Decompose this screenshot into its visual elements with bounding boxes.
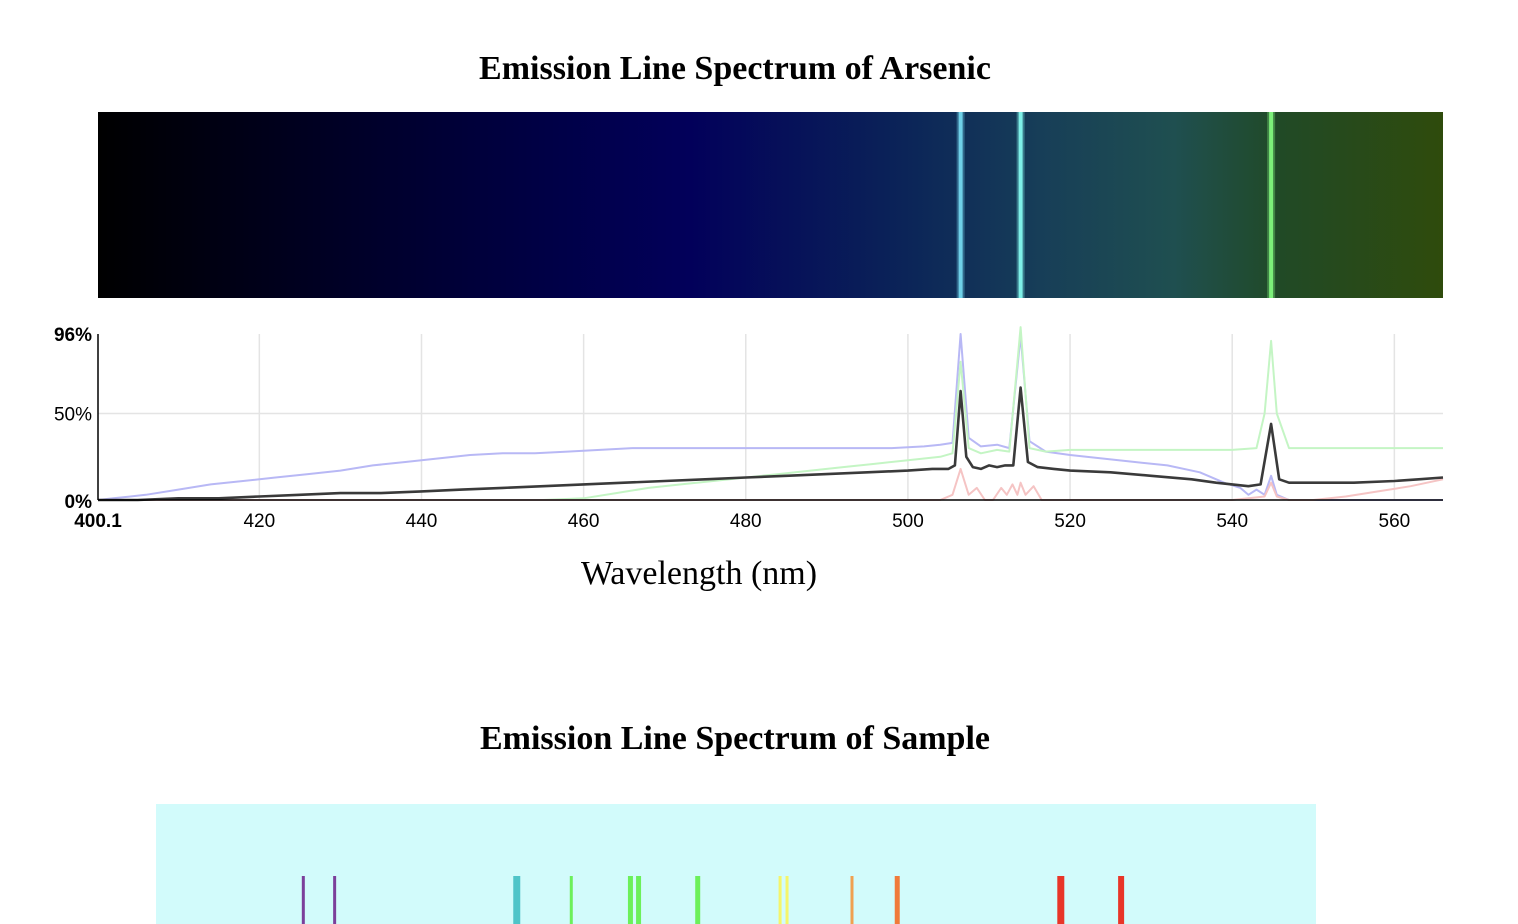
x-tick-label: 460 (568, 511, 600, 532)
sample-spectrum-panel (156, 804, 1316, 924)
sample-emission-line (333, 876, 337, 924)
spectrum-line (1269, 112, 1274, 298)
y-tick-label: 50% (54, 405, 92, 426)
sample-emission-line (569, 876, 573, 924)
sample-emission-line (1057, 876, 1065, 924)
x-tick-label: 440 (406, 511, 438, 532)
arsenic-intensity-plot: 400.1 420 440 460 480 500 520 540 560 96% 50% 0% (54, 325, 1444, 532)
x-tick-label: 560 (1379, 511, 1411, 532)
x-tick-label: 520 (1054, 511, 1086, 532)
spectrum-line (1018, 112, 1023, 298)
sample-emission-line (627, 876, 633, 924)
x-axis-label: Wavelength (nm) (580, 555, 818, 592)
series-line-1 (98, 326, 1443, 501)
sample-emission-line (850, 876, 854, 924)
y-tick-label: 96% (54, 325, 92, 346)
sample-emission-line (513, 876, 521, 924)
sample-spectrum-title: Emission Line Spectrum of Sample (479, 720, 991, 757)
series-line-3 (98, 386, 1444, 502)
series-line-0 (97, 333, 1443, 501)
sample-emission-line (894, 876, 900, 924)
sample-emission-line (301, 876, 305, 924)
sample-emission-line (636, 876, 642, 924)
plot-ticks: 400.1 420 440 460 480 500 520 540 560 96% 50% 0% (54, 325, 1410, 532)
x-tick-label: 400.1 (74, 511, 122, 532)
sample-emission-line (778, 876, 782, 924)
x-tick-label: 420 (243, 511, 275, 532)
spectrum-line (958, 112, 963, 298)
arsenic-spectrum-bar (98, 112, 1443, 298)
sample-emission-line (1118, 876, 1125, 924)
x-tick-label: 500 (892, 511, 924, 532)
plot-axes (97, 334, 1443, 501)
sample-emission-line (695, 876, 701, 924)
sample-emission-line (785, 876, 789, 924)
x-tick-label: 480 (730, 511, 762, 532)
arsenic-spectrum-title: Emission Line Spectrum of Arsenic (479, 50, 991, 87)
plot-grid (98, 334, 1443, 500)
y-tick-label: 0% (65, 492, 93, 513)
x-tick-label: 540 (1216, 511, 1248, 532)
